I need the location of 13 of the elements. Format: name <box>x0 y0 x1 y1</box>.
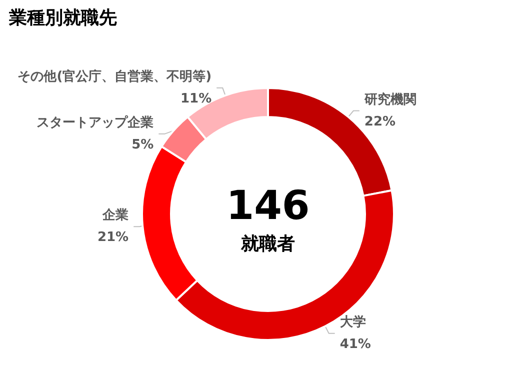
slice-label: 研究機関 <box>363 91 416 108</box>
data-label: 11% <box>180 91 212 106</box>
data-label: 41% <box>340 336 371 352</box>
text: 就職者 <box>240 234 295 254</box>
chart-title: 業種別就職先 <box>8 8 117 28</box>
data-label: 21% <box>97 230 129 246</box>
slice-label: 企業 <box>102 208 129 224</box>
data-label: 22% <box>364 114 396 130</box>
slice-label: その他(官公庁、自営業、不明等) <box>18 68 212 84</box>
text: 146 <box>226 183 310 229</box>
slice-label: スタートアップ企業 <box>36 114 154 130</box>
slice-label: 大学 <box>340 314 366 330</box>
data-label: 5% <box>132 137 154 152</box>
